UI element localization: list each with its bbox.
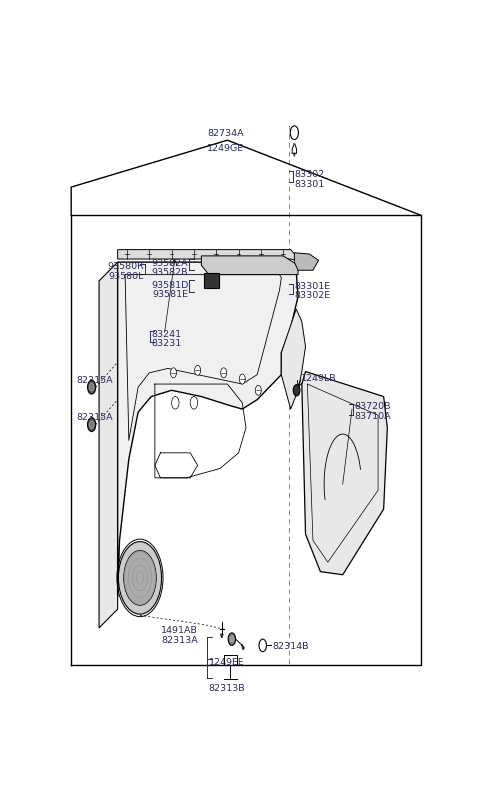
Circle shape xyxy=(290,127,299,140)
Text: 82313B: 82313B xyxy=(209,683,245,692)
Circle shape xyxy=(230,637,234,642)
Text: 82315A: 82315A xyxy=(77,375,113,384)
Circle shape xyxy=(221,368,227,378)
Text: 1249GE: 1249GE xyxy=(207,144,244,153)
Circle shape xyxy=(240,375,245,384)
Polygon shape xyxy=(294,253,319,271)
Circle shape xyxy=(89,422,94,429)
Circle shape xyxy=(89,384,94,392)
Polygon shape xyxy=(302,372,387,575)
Polygon shape xyxy=(118,251,296,261)
Text: 93580L: 93580L xyxy=(108,272,144,281)
Text: 83301E: 83301E xyxy=(294,281,331,290)
Text: 83301: 83301 xyxy=(294,179,324,189)
Circle shape xyxy=(87,381,96,395)
Text: 1491AB: 1491AB xyxy=(161,624,198,634)
Polygon shape xyxy=(99,263,118,628)
Text: 1249EE: 1249EE xyxy=(209,657,244,666)
Polygon shape xyxy=(221,634,223,638)
Text: 93581D: 93581D xyxy=(151,280,188,290)
Text: 82315A: 82315A xyxy=(77,413,113,422)
Circle shape xyxy=(170,368,177,378)
Text: 1249LB: 1249LB xyxy=(301,373,336,382)
Circle shape xyxy=(293,385,300,397)
Polygon shape xyxy=(281,310,305,410)
Polygon shape xyxy=(241,645,244,650)
Text: 93582B: 93582B xyxy=(152,268,188,277)
Text: 83710A: 83710A xyxy=(354,411,391,420)
Text: 83302: 83302 xyxy=(294,169,324,178)
Text: 83720B: 83720B xyxy=(354,402,390,411)
Text: 93582A: 93582A xyxy=(152,259,188,268)
Text: 83302E: 83302E xyxy=(294,291,331,300)
Text: 93581E: 93581E xyxy=(152,290,188,298)
Text: 82313A: 82313A xyxy=(161,635,198,644)
Circle shape xyxy=(119,542,162,615)
Text: 83231: 83231 xyxy=(151,339,181,348)
Circle shape xyxy=(255,386,261,396)
Circle shape xyxy=(228,633,236,646)
Polygon shape xyxy=(294,154,295,157)
Circle shape xyxy=(124,551,156,606)
Text: 83241: 83241 xyxy=(151,329,181,338)
FancyBboxPatch shape xyxy=(204,273,219,289)
Circle shape xyxy=(87,418,96,432)
Text: 82314B: 82314B xyxy=(272,642,309,650)
Polygon shape xyxy=(202,256,298,275)
Circle shape xyxy=(195,366,201,375)
Polygon shape xyxy=(118,263,298,597)
Circle shape xyxy=(259,639,266,652)
Text: 82734A: 82734A xyxy=(207,129,244,138)
Text: 93580R: 93580R xyxy=(107,261,144,270)
